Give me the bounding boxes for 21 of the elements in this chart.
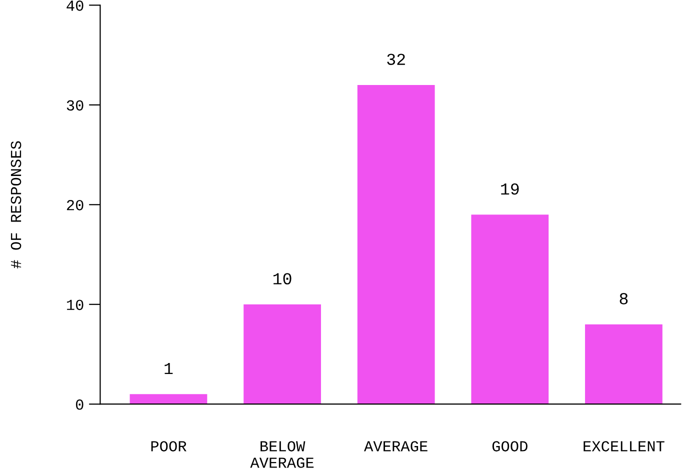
x-tick-label: BELOW AVERAGE (250, 441, 314, 468)
bar (471, 214, 549, 404)
data-label: 19 (501, 183, 519, 195)
x-tick-label: GOOD (492, 441, 528, 452)
y-tick-label: 40 (66, 0, 84, 11)
data-label: 10 (273, 273, 292, 284)
bar (244, 304, 321, 404)
bar (130, 394, 208, 404)
data-label: 32 (387, 54, 405, 66)
y-tick-label: 20 (66, 200, 84, 210)
bar (585, 324, 662, 404)
x-tick-label: AVERAGE (364, 441, 428, 452)
y-tick-label: 30 (66, 100, 84, 111)
data-label: 1 (164, 363, 173, 374)
y-tick-label: 10 (66, 300, 84, 310)
x-tick-label: EXCELLENT (584, 441, 664, 452)
bar (357, 84, 435, 404)
data-label: 8 (620, 293, 628, 304)
y-tick-label: 0 (76, 399, 84, 410)
x-tick-label: POOR (151, 441, 186, 452)
y-axis-title: # OF RESPONSES (10, 141, 22, 268)
